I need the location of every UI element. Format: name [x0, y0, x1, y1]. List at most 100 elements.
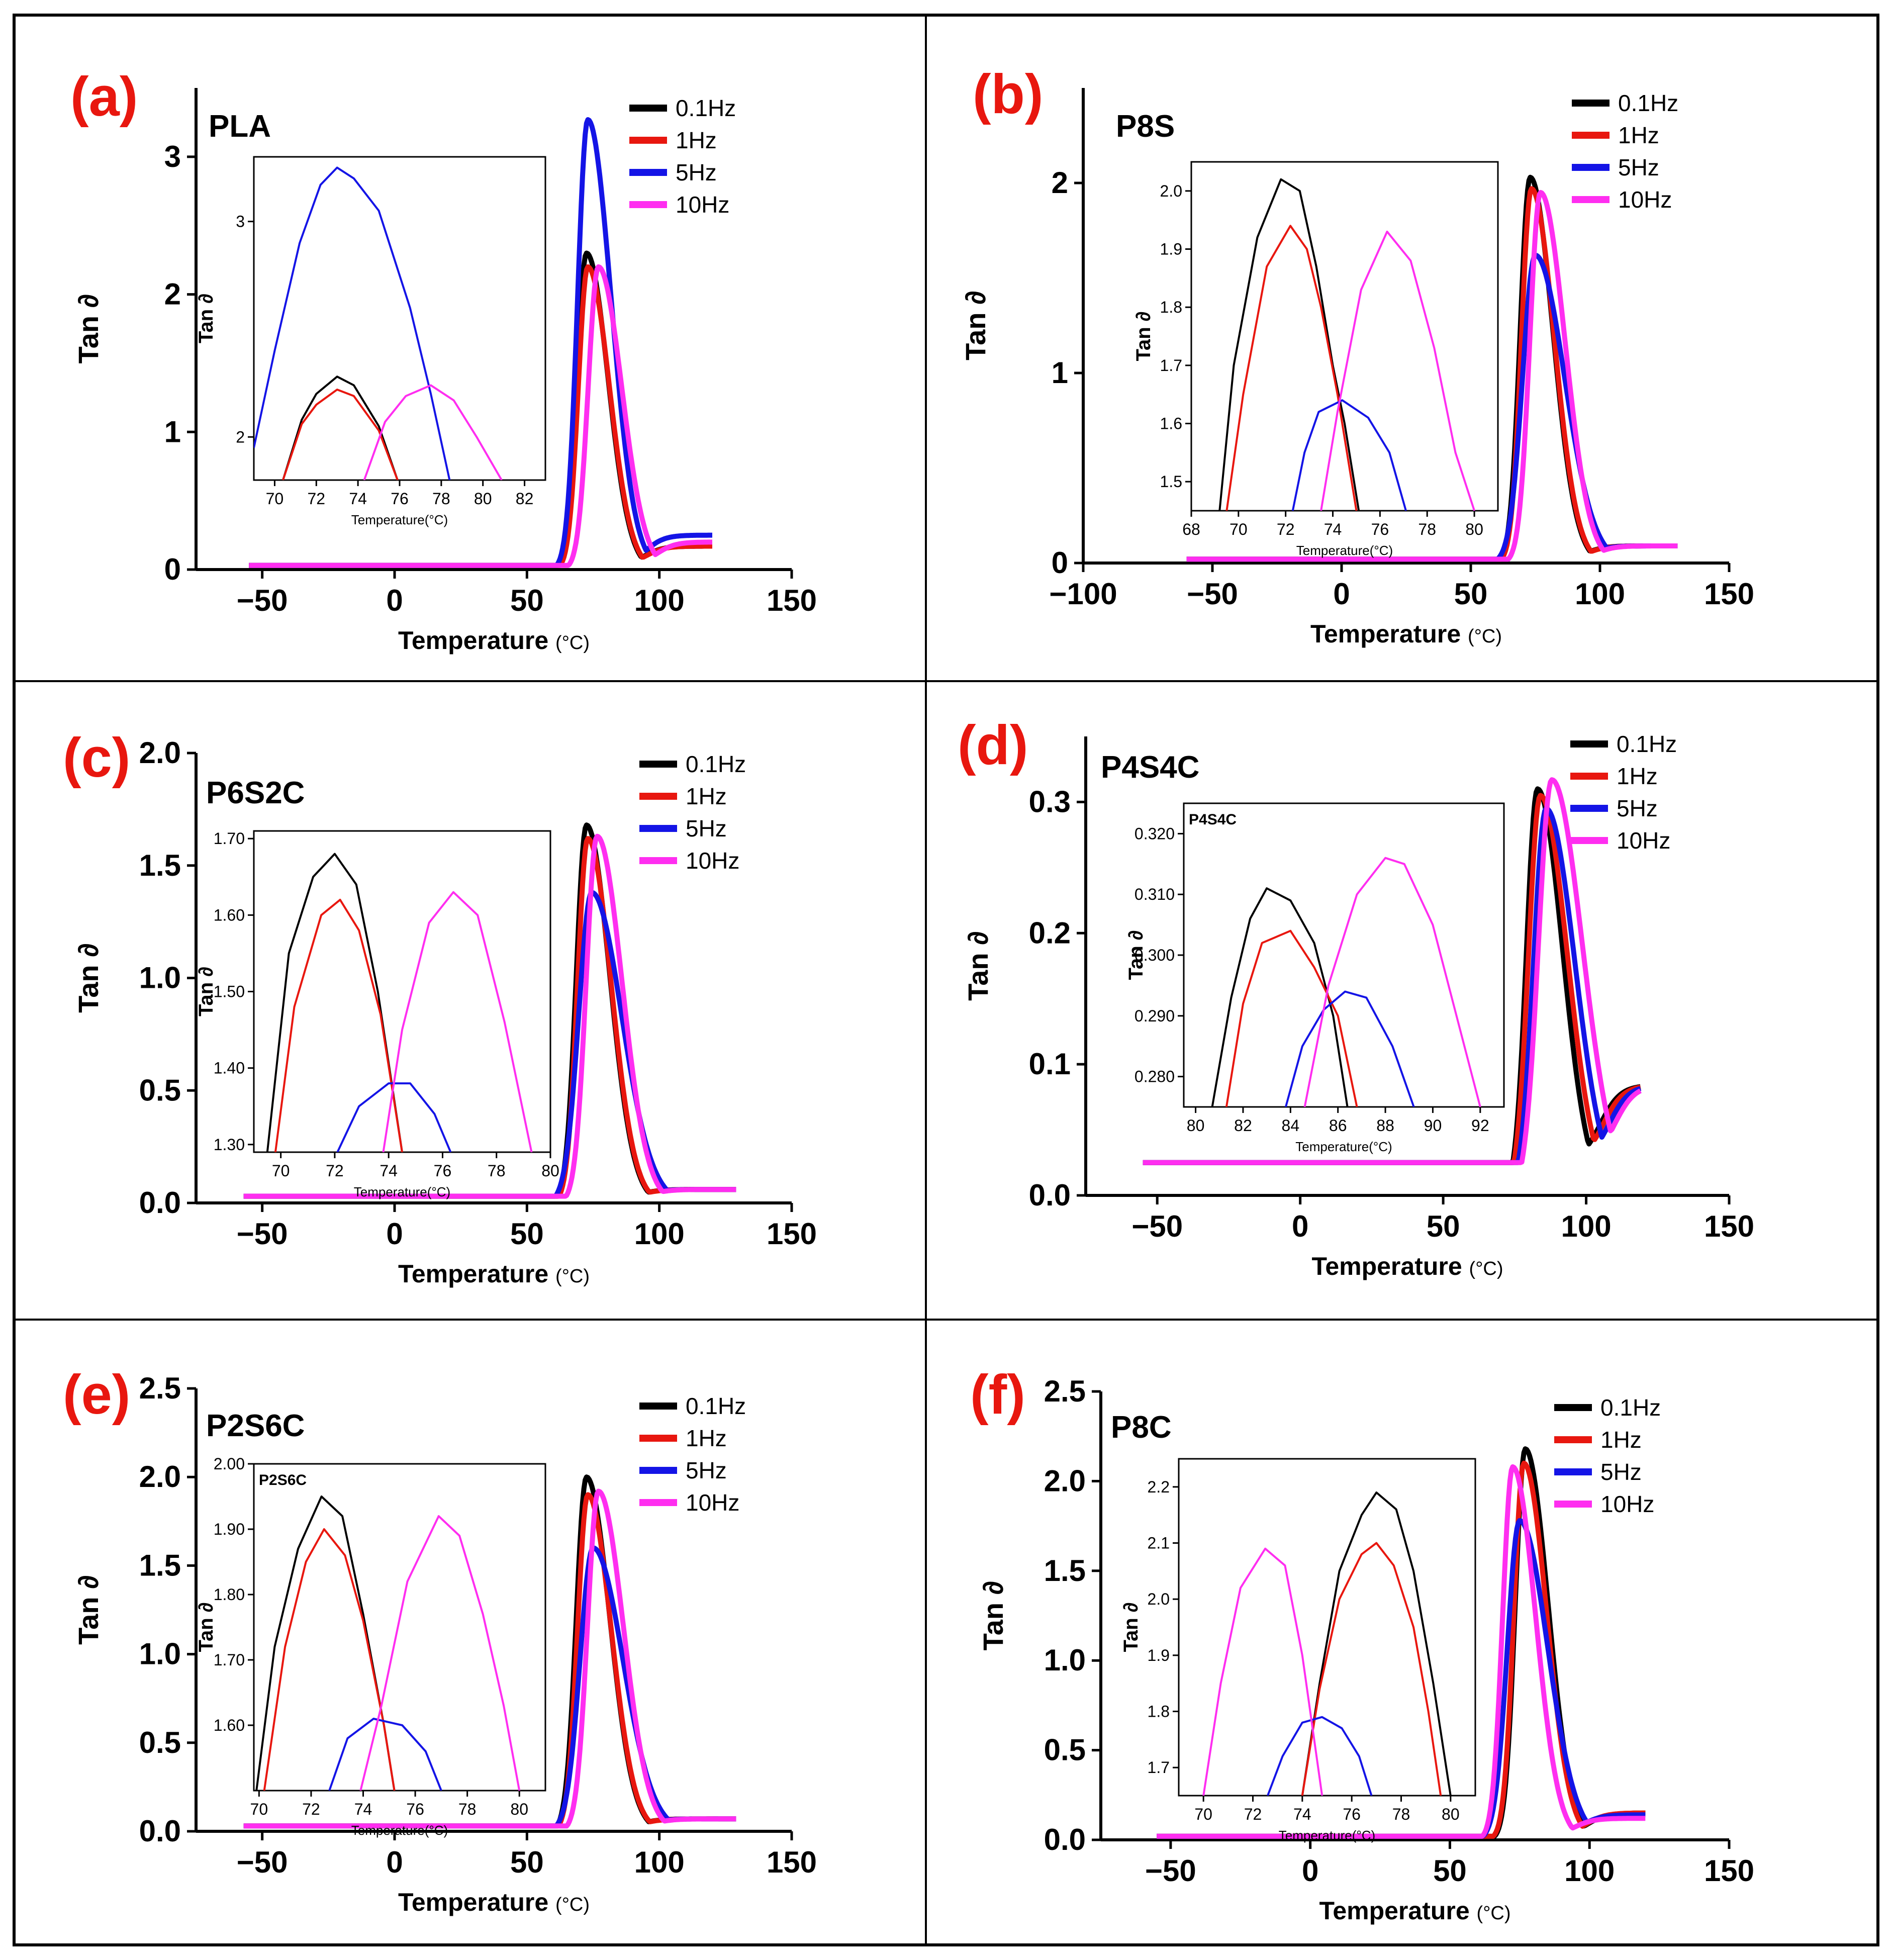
legend-label: 5Hz	[686, 815, 727, 842]
inset-y-tick-label: 2.1	[1148, 1534, 1170, 1552]
inset-x-tick-label: 76	[406, 1800, 424, 1818]
x-axis-label: Temperature (°C)	[398, 626, 590, 655]
inset-y-axis-label: Tan ∂	[195, 1602, 217, 1652]
y-tick-label: 0.1	[1029, 1047, 1071, 1081]
inset-y-tick-label: 2	[236, 428, 245, 446]
inset-y-tick-label: 1.40	[214, 1059, 245, 1077]
legend-label: 1Hz	[1617, 763, 1658, 789]
y-tick-label: 1.5	[139, 849, 181, 882]
y-tick-label: 0.0	[139, 1186, 181, 1220]
panel-p2s6c: (e) P2S6C −50 0 50 100 150 0.0 0.5 1.0 1.5 2.0 2.5 Te…	[63, 1364, 817, 1916]
x-axis-label: Temperature (°C)	[1311, 1252, 1503, 1280]
legend-label: 5Hz	[1618, 154, 1659, 180]
legend-label: 10Hz	[676, 192, 729, 218]
y-tick-label: 2.5	[139, 1371, 181, 1405]
inset-x-axis-label: Temperature(°C)	[354, 1184, 450, 1199]
x-axis-label: Temperature (°C)	[398, 1888, 590, 1916]
x-tick-label: 0	[1333, 577, 1350, 611]
inset-x-tick-label: 80	[510, 1800, 528, 1818]
inset-x-tick-label: 78	[1418, 520, 1436, 538]
inset-series-line-5Hz	[1291, 399, 1407, 511]
x-tick-label: −100	[1049, 577, 1117, 611]
main-curves	[1185, 174, 1679, 562]
legend: 0.1Hz 1Hz 5Hz 10Hz	[1554, 1394, 1661, 1517]
inset-series-line-1Hz	[1225, 929, 1358, 1107]
legend-label: 5Hz	[676, 159, 717, 185]
legend-label: 1Hz	[686, 1425, 727, 1451]
inset-x-tick-label: 78	[432, 490, 450, 508]
y-axis-label: Tan ∂	[962, 931, 994, 1001]
legend-label: 0.1Hz	[686, 751, 746, 777]
panel-p8s: (b) P8S −100 −50 0 50 100 150 0 1 2 Temperature (°C…	[960, 63, 1754, 648]
inset-x-tick-label: 70	[1194, 1805, 1212, 1823]
x-axis-label-unit: (°C)	[555, 1894, 590, 1915]
inset-curves	[254, 166, 503, 480]
inset-y-tick-label: 1.60	[214, 1716, 245, 1734]
main-curves	[1142, 777, 1642, 1165]
y-tick-label: 0.0	[139, 1814, 181, 1848]
inset-y-tick-label: 1.6	[1160, 415, 1182, 433]
inset-y-tick-label: 1.7	[1160, 356, 1182, 375]
x-axis-label-text: Temperature	[398, 626, 555, 655]
inset-frame	[1178, 1458, 1476, 1797]
inset-x-tick-label: 80	[1187, 1116, 1205, 1135]
x-tick-label: 150	[1704, 1854, 1754, 1888]
inset-x-tick-label: 70	[272, 1162, 290, 1180]
series-line-10Hz	[1155, 1464, 1647, 1839]
inset-y-axis-label: Tan ∂	[195, 967, 217, 1016]
x-tick-label: 0	[386, 1845, 403, 1879]
inset-x-tick-label: 80	[541, 1162, 559, 1180]
inset-x-tick-label: 78	[1392, 1805, 1410, 1823]
inset-y-tick-label: 2.0	[1160, 182, 1182, 200]
x-axis-label-text: Temperature	[1311, 1252, 1469, 1280]
inset-y-tick-label: 2.0	[1148, 1590, 1170, 1608]
inset-y-tick-label: 1.8	[1160, 298, 1182, 316]
inset-series-line-5Hz	[1284, 990, 1415, 1107]
legend-label: 1Hz	[1600, 1427, 1642, 1453]
main-curves	[242, 1474, 737, 1829]
inset-x-axis-label: Temperature(°C)	[1279, 1828, 1375, 1843]
inset-y-tick-label: 0.320	[1134, 824, 1175, 843]
x-axis-label-unit: (°C)	[555, 1266, 590, 1287]
y-tick-label: 2	[164, 277, 181, 311]
y-tick-label: 2.0	[139, 1460, 181, 1494]
inset-x-tick-label: 72	[307, 490, 325, 508]
y-tick-label: 0	[164, 552, 181, 586]
y-tick-label: 2	[1052, 166, 1068, 200]
x-tick-label: 0	[386, 584, 403, 617]
y-tick-label: 2.0	[1044, 1464, 1086, 1498]
y-tick-label: 1.0	[139, 1637, 181, 1671]
x-tick-label: 100	[634, 584, 685, 617]
sample-label: P8C	[1111, 1410, 1172, 1445]
inset-y-tick-label: 0.310	[1134, 885, 1175, 903]
inset-x-tick-label: 74	[380, 1162, 398, 1180]
x-tick-label: −50	[1131, 1209, 1183, 1243]
x-axis-label: Temperature (°C)	[398, 1260, 590, 1288]
legend-label: 1Hz	[676, 127, 717, 153]
y-tick-label: 0.2	[1029, 916, 1071, 950]
x-tick-label: 0	[1302, 1854, 1318, 1888]
legend-label: 0.1Hz	[686, 1393, 746, 1419]
y-tick-label: 0	[1052, 546, 1068, 580]
x-axis-label: Temperature (°C)	[1319, 1897, 1510, 1925]
figure-frame	[13, 14, 1879, 1946]
x-tick-label: −50	[237, 1845, 288, 1879]
inset-x-tick-label: 76	[1371, 520, 1389, 538]
x-tick-label: 0	[386, 1217, 403, 1251]
inset-y-tick-label: 1.60	[214, 906, 245, 924]
series-line-10Hz	[1142, 777, 1642, 1165]
inset-series-line-10Hz	[1202, 1547, 1323, 1796]
legend-label: 10Hz	[1600, 1491, 1654, 1517]
inset-x-tick-label: 74	[1324, 520, 1342, 538]
inset-series-line-5Hz	[254, 166, 451, 480]
panel-pla: (a) PLA −50 0 50 100 150 0 1 2 3 Temperature (°C) Ta…	[70, 66, 817, 655]
x-tick-label: 100	[1561, 1209, 1612, 1243]
inset-x-tick-label: 82	[1234, 1116, 1252, 1135]
legend: 0.1Hz 1Hz 5Hz 10Hz	[629, 95, 736, 218]
inset-y-tick-label: 0.300	[1134, 946, 1175, 964]
x-tick-label: 50	[510, 1217, 544, 1251]
inset-curves	[266, 853, 533, 1152]
x-tick-label: 150	[767, 584, 817, 617]
legend-label: 5Hz	[1617, 795, 1658, 821]
